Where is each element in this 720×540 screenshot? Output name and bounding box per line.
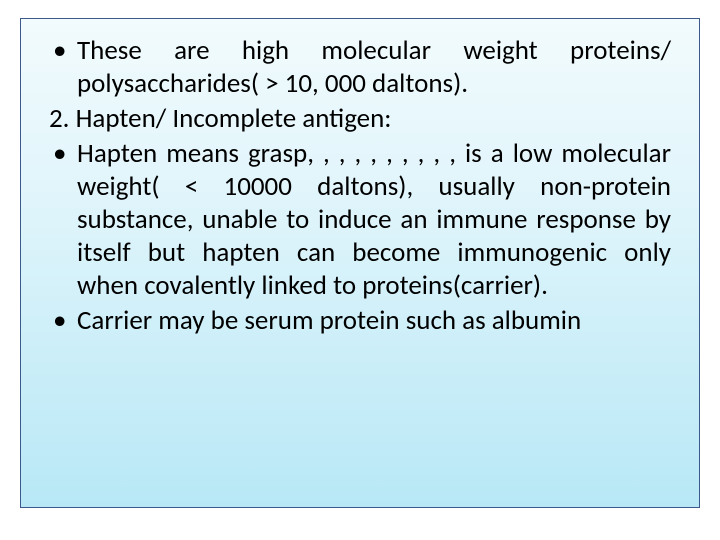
slide-card: • These are high molecular weight protei…: [20, 18, 700, 508]
bullet-text: These are high molecular weight proteins…: [77, 35, 671, 101]
bullet-text: Carrier may be serum protein such as alb…: [77, 305, 671, 338]
slide-content: • These are high molecular weight protei…: [49, 35, 671, 337]
bullet-text: Hapten means grasp, , , , , , , , , , is…: [77, 138, 671, 303]
bullet-icon: •: [49, 35, 77, 101]
list-item: 2. Hapten/ Incomplete antigen:: [49, 103, 671, 136]
list-item: • Carrier may be serum protein such as a…: [49, 305, 671, 338]
bullet-icon: •: [49, 305, 77, 338]
bullet-icon: •: [49, 138, 77, 303]
numbered-text: 2. Hapten/ Incomplete antigen:: [49, 102, 392, 135]
list-item: • These are high molecular weight protei…: [49, 35, 671, 101]
list-item: • Hapten means grasp, , , , , , , , , , …: [49, 138, 671, 303]
